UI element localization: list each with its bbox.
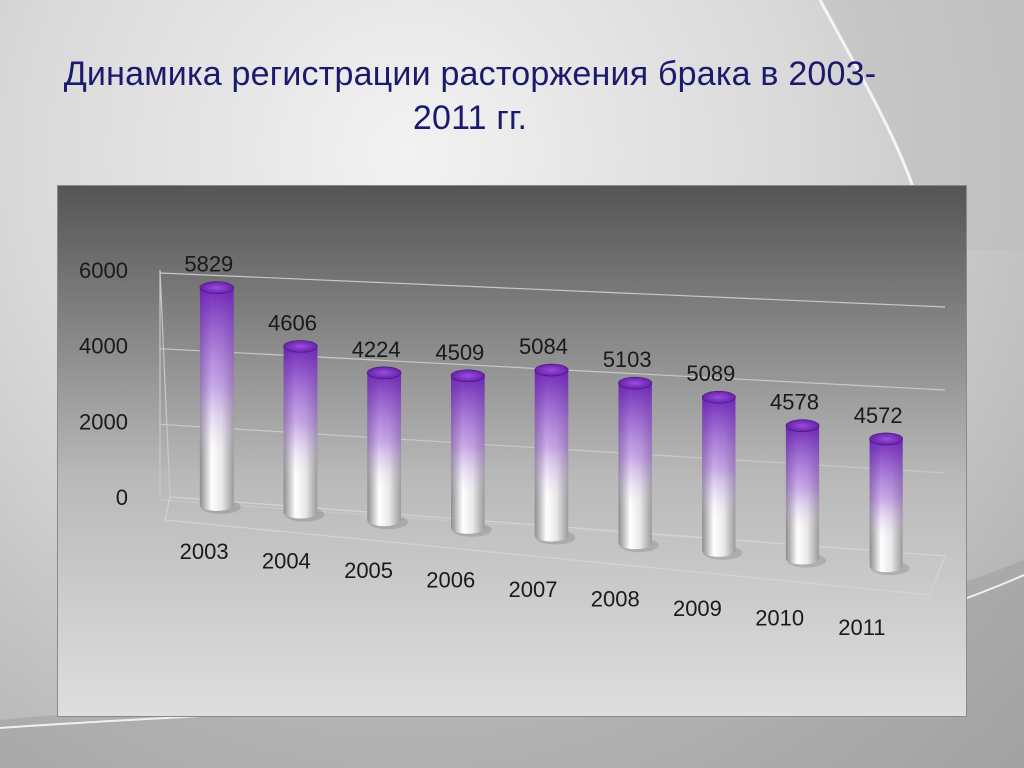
slide-title-line-1: Динамика регистрации расторжения брака в… (63, 55, 877, 93)
x-tick-label-2003: 2003 (180, 539, 229, 564)
x-tick-label-2005: 2005 (344, 558, 393, 583)
bar-2003 (199, 281, 241, 514)
bar-2006 (450, 369, 492, 537)
x-tick-label-2011: 2011 (838, 615, 885, 640)
data-label-2009: 5089 (686, 361, 735, 386)
bar-2004 (283, 340, 325, 522)
data-label-2004: 4606 (268, 310, 317, 335)
gridline (159, 272, 946, 308)
data-label-2008: 5103 (603, 347, 652, 372)
y-tick-label: 0 (116, 485, 128, 510)
y-axis-wall (159, 269, 171, 500)
y-tick-label: 6000 (79, 258, 128, 283)
data-label-2005: 4224 (352, 337, 401, 362)
bar-2010 (785, 419, 827, 568)
x-tick-label-2010: 2010 (755, 606, 804, 631)
y-tick-label: 4000 (79, 334, 128, 359)
x-tick-label-2009: 2009 (673, 596, 722, 621)
bar-2011 (869, 432, 910, 576)
labels-layer: 0 2000 4000 6000 5829 2003 4606 2004 4224 2005 450… (79, 252, 903, 640)
data-label-2010: 4578 (770, 390, 819, 415)
x-tick-label-2007: 2007 (509, 577, 558, 602)
data-label-2006: 4509 (435, 340, 484, 365)
bar-2005 (367, 366, 409, 530)
bars-layer (199, 281, 910, 576)
x-tick-label-2008: 2008 (591, 587, 640, 612)
slide-title: Динамика регистрации расторжения брака в… (60, 52, 880, 140)
bar-2008 (618, 376, 659, 553)
bar-2009 (701, 390, 743, 560)
x-tick-label-2004: 2004 (262, 548, 311, 573)
x-tick-label-2006: 2006 (426, 567, 475, 592)
bar-2007 (534, 363, 576, 545)
y-tick-label: 2000 (79, 409, 128, 434)
chart-floor (164, 496, 946, 596)
data-label-2003: 5829 (184, 252, 233, 277)
slide-title-line-2: 2011 гг. (412, 99, 528, 137)
data-label-2007: 5084 (519, 334, 568, 359)
data-label-2011: 4572 (854, 403, 903, 428)
